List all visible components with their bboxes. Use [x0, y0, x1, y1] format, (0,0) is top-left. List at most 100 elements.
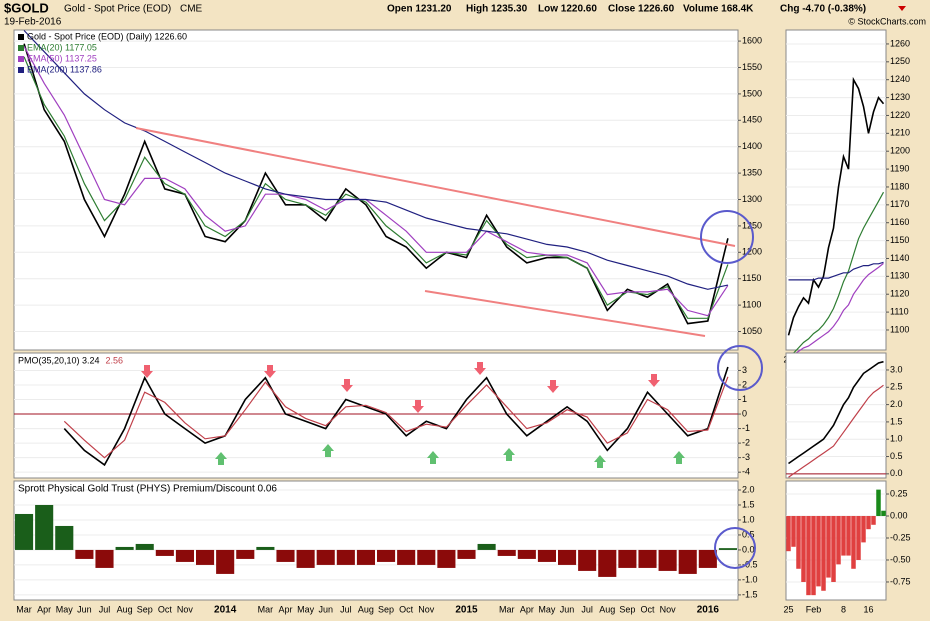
close: Close 1226.60	[608, 4, 675, 15]
bar	[95, 549, 114, 568]
legend-entry: Gold - Spot Price (EOD) (Daily) 1226.60	[27, 31, 187, 41]
bar	[537, 549, 556, 562]
legend-entry: 2.56	[106, 355, 124, 365]
y-tick-label: 1050	[742, 326, 762, 336]
legend-swatch	[18, 45, 24, 51]
y-tick-label: 2.5	[890, 382, 903, 392]
x-tick-label: May	[297, 604, 315, 614]
series-line	[788, 384, 884, 478]
bar	[377, 549, 396, 562]
bar	[437, 549, 456, 568]
bar	[806, 516, 811, 596]
y-tick-label: 1210	[890, 128, 910, 138]
x-tick-label: Apr	[520, 604, 534, 614]
bar	[336, 549, 355, 565]
bar	[598, 549, 617, 577]
bar	[801, 516, 806, 582]
legend-entry: EMA(200) 1137.86	[27, 64, 102, 74]
y-tick-label: 1140	[890, 253, 909, 263]
series-line	[787, 76, 885, 336]
bar	[831, 516, 836, 582]
volume: Volume 168.4K	[683, 4, 754, 15]
y-tick-label: 1150	[890, 235, 909, 245]
panel-frame	[13, 352, 739, 479]
credit: © StockCharts.com	[848, 16, 926, 26]
x-tick-label: Jun	[77, 604, 92, 614]
y-tick-label: 0.0	[890, 468, 903, 478]
series-line	[788, 191, 885, 358]
buy-arrow	[503, 448, 515, 461]
y-tick-label: 1190	[890, 163, 909, 173]
x-tick-label: Jul	[99, 604, 111, 614]
panels: 1050110011501200125013001350140014501500…	[13, 29, 911, 616]
y-tick-label: 1.0	[890, 434, 903, 444]
change: Chg -4.70 (-0.38%)	[780, 4, 866, 15]
open: Open 1231.20	[387, 4, 452, 15]
down-arrow	[898, 6, 906, 11]
bar	[861, 516, 866, 543]
bar	[846, 516, 851, 556]
series-line	[788, 360, 884, 465]
y-tick-label: 1350	[742, 167, 762, 177]
bar	[417, 549, 436, 565]
y-tick-label: 1180	[890, 181, 909, 191]
y-tick-label: 1500	[742, 88, 762, 98]
y-tick-label: 1600	[742, 35, 762, 45]
instrument-name: Gold - Spot Price (EOD)	[64, 4, 171, 15]
y-tick-label: 0.0	[742, 544, 755, 554]
y-tick-label: 1450	[742, 115, 762, 125]
y-tick-label: 3	[742, 365, 747, 375]
bar	[256, 546, 275, 550]
y-tick-label: 2.0	[890, 399, 903, 409]
bar	[816, 516, 821, 587]
bar	[216, 549, 235, 574]
x-tick-label: Oct	[158, 604, 173, 614]
x-tick-label: May	[56, 604, 74, 614]
low: Low 1220.60	[538, 4, 597, 15]
y-tick-label: 1300	[742, 194, 762, 204]
bar	[618, 549, 637, 568]
y-tick-label: 1160	[890, 217, 909, 227]
bar	[155, 549, 174, 556]
series-line	[63, 376, 729, 459]
panel-frame	[13, 480, 739, 601]
panel-frame	[13, 29, 739, 351]
y-tick-label: 1100	[890, 324, 909, 334]
bar	[881, 510, 886, 517]
x-tick-label: Nov	[660, 604, 677, 614]
y-tick-label: 1260	[890, 38, 910, 48]
y-tick-label: 2.0	[742, 484, 755, 494]
y-tick-label: 0.25	[890, 488, 908, 498]
x-tick-label: Nov	[177, 604, 194, 614]
x-tick-label: Oct	[399, 604, 414, 614]
sell-arrow	[474, 362, 486, 375]
x-tick-label: Oct	[640, 604, 655, 614]
series-line	[63, 366, 729, 467]
sell-arrow	[341, 379, 353, 392]
y-tick-label: 0	[742, 408, 747, 418]
bar	[356, 549, 375, 565]
y-tick-label: 1100	[742, 299, 761, 309]
bar	[15, 513, 34, 550]
bar	[477, 543, 496, 550]
y-tick-label: 1120	[890, 289, 909, 299]
y-tick-label: 3.0	[890, 364, 903, 374]
bar	[296, 549, 315, 568]
y-tick-label: 1110	[890, 306, 909, 316]
bar	[638, 549, 657, 568]
x-tick-label: Feb	[806, 604, 822, 614]
bar	[876, 489, 881, 517]
x-tick-label: 2016	[697, 605, 720, 616]
series-line	[23, 46, 729, 317]
y-tick-label: 1220	[890, 110, 910, 120]
buy-arrow	[322, 444, 334, 457]
y-tick-label: 1550	[742, 62, 762, 72]
y-tick-label: 1.0	[742, 514, 755, 524]
bar	[236, 549, 255, 559]
y-tick-label: -1	[742, 423, 750, 433]
bar	[851, 516, 856, 569]
y-tick-label: 2	[742, 379, 747, 389]
x-tick-label: 8	[841, 604, 846, 614]
panel-frame	[785, 352, 887, 479]
x-tick-label: 2014	[214, 605, 237, 616]
